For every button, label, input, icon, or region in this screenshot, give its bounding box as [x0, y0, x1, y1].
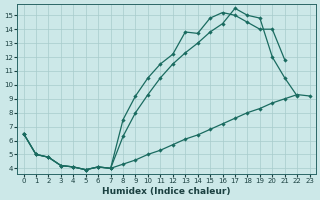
X-axis label: Humidex (Indice chaleur): Humidex (Indice chaleur) — [102, 187, 231, 196]
